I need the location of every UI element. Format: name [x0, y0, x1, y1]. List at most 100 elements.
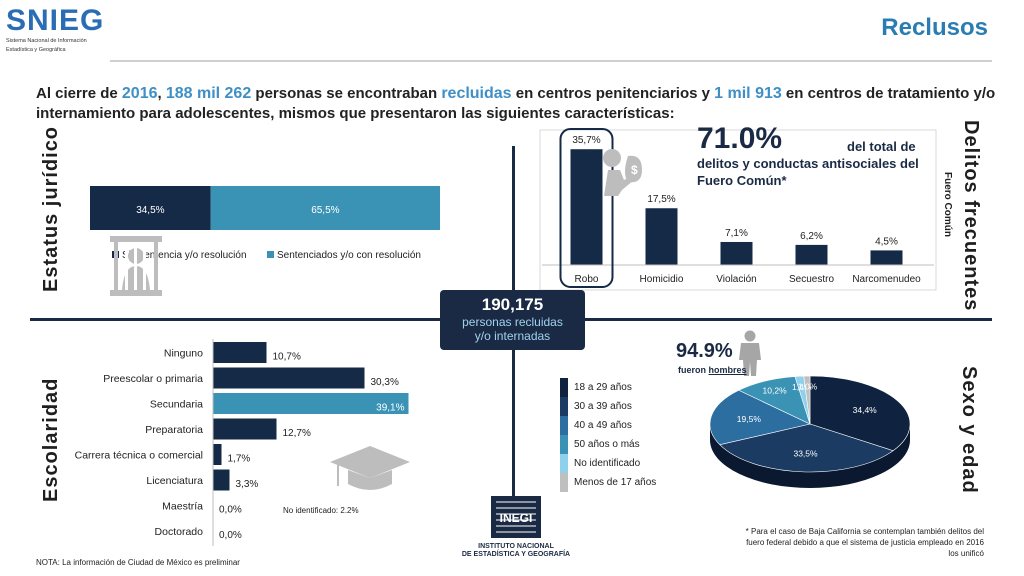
age-legend-swatch-0	[560, 378, 568, 397]
escolaridad-value-4: 1,7%	[228, 454, 251, 465]
delitos-value-0: 35,7%	[572, 135, 600, 146]
section-sexo: Sexo y edad	[958, 366, 980, 494]
estatus-bar-label-1: 65,5%	[311, 205, 339, 216]
age-legend-swatch-3	[560, 435, 568, 454]
svg-text:$: $	[631, 163, 638, 177]
escolaridad-bar-0	[213, 342, 267, 363]
pie-label-2: 19,5%	[737, 414, 762, 424]
section-estatus: Estatus jurídico	[40, 125, 62, 292]
escolaridad-value-1: 30,3%	[371, 377, 399, 388]
intro-count: 188 mil 262	[165, 85, 252, 102]
age-legend-label-2: 40 a 49 años	[574, 420, 632, 431]
age-legend-swatch-4	[560, 454, 568, 473]
age-legend-item-5: Menos de 17 años	[560, 473, 656, 492]
age-legend-label-0: 18 a 29 años	[574, 382, 632, 393]
age-legend-item-1: 30 a 39 años	[560, 397, 656, 416]
robber-icon: $	[603, 149, 642, 196]
escolaridad-no-identificado: No identificado: 2.2%	[283, 506, 359, 515]
delitos-value-4: 4,5%	[875, 236, 898, 247]
men-prefix: fueron	[678, 365, 709, 375]
footnote: * Para el caso de Baja California se con…	[745, 527, 984, 558]
title-divider	[110, 60, 992, 62]
delitos-category-2: Violación	[716, 274, 756, 285]
delitos-bar-3	[795, 244, 828, 265]
pie-slice-2	[709, 389, 811, 446]
age-legend-label-3: 50 años o más	[574, 439, 640, 450]
men-desc: fueron hombres	[678, 365, 747, 375]
age-legend-label-1: 30 a 39 años	[574, 401, 632, 412]
intro-text-4: en centros penitenciarios y	[511, 85, 715, 102]
inegi-logo: INEGI INSTITUTO NACIONAL DE ESTADÍSTICA …	[446, 496, 586, 562]
age-legend-item-2: 40 a 49 años	[560, 416, 656, 435]
intro-text-2: ,	[157, 85, 166, 102]
section-delitos-sub: Fuero Común	[942, 172, 953, 237]
inegi-mark-text: INEGI	[500, 511, 533, 525]
delitos-bar-4	[870, 250, 903, 265]
age-legend-swatch-2	[560, 416, 568, 435]
pie-rim	[710, 424, 910, 488]
pie-slice-0	[809, 375, 911, 452]
escolaridad-value-6: 0,0%	[219, 505, 242, 516]
escolaridad-category-7: Doctorado	[155, 526, 204, 538]
age-legend-label-4: No identificado	[574, 458, 641, 469]
estatus-bar-1	[210, 186, 440, 230]
delitos-frame	[539, 129, 937, 291]
escolaridad-chart: Ninguno 10,7% Preescolar o primaria 30,3% Se…	[75, 339, 409, 546]
estatus-legend-label-1: Sentenciados y/o con resolución	[277, 250, 421, 261]
escolaridad-category-2: Secundaria	[150, 399, 203, 411]
age-legend-item-3: 50 años o más	[560, 435, 656, 454]
estatus-legend-label-0: Sin sentencia y/o resolución	[122, 250, 247, 261]
escolaridad-value-5: 3,3%	[236, 479, 259, 490]
estatus-legend-swatch-1	[267, 251, 274, 258]
section-delitos: Delitos frecuentes	[960, 120, 982, 312]
pie-label-0: 34,4%	[853, 405, 878, 415]
pie-label-5: 1,0%	[798, 382, 818, 392]
page-title: Reclusos	[881, 14, 988, 41]
man-icon	[739, 330, 761, 376]
delitos-highlight-pct: 71.0%	[697, 122, 783, 155]
nota-cdmx: NOTA: La información de Ciudad de México…	[36, 558, 240, 567]
pie-label-4: 1,4%	[792, 382, 812, 392]
intro-text-3: personas se encontraban	[251, 85, 442, 102]
delitos-highlight-frame	[559, 128, 614, 288]
delitos-bar-2	[720, 241, 753, 265]
graduation-cap-icon	[330, 446, 410, 490]
escolaridad-value-0: 10,7%	[273, 352, 301, 363]
age-legend-item-0: 18 a 29 años	[560, 378, 656, 397]
intro-year: 2016	[121, 85, 158, 102]
intro-status: recluidas	[441, 85, 512, 102]
escolaridad-bar-5	[213, 469, 230, 491]
delitos-category-4: Narcomenudeo	[852, 274, 921, 285]
escolaridad-bar-4	[213, 444, 222, 465]
age-pie-chart: 34,4% 33,5% 19,5% 10,2% 1,4%1,0%	[709, 375, 911, 488]
inegi-name-1: INSTITUTO NACIONAL	[478, 543, 554, 550]
delitos-category-0: Robo	[575, 274, 599, 285]
age-legend-item-4: No identificado	[560, 454, 656, 473]
age-legend-swatch-1	[560, 397, 568, 416]
age-legend-swatch-5	[560, 473, 568, 492]
pie-slice-5	[803, 375, 811, 425]
escolaridad-bar-1	[213, 367, 365, 389]
escolaridad-value-2: 39,1%	[376, 403, 404, 414]
pie-slice-1	[719, 423, 894, 473]
delitos-bar-0	[570, 149, 603, 265]
escolaridad-bar-2	[213, 393, 409, 414]
escolaridad-category-6: Maestría	[162, 501, 203, 513]
total-summary-box: 190,175 personas recluidas y/o internada…	[440, 290, 585, 350]
escolaridad-category-4: Carrera técnica o comercial	[75, 450, 203, 462]
delitos-value-2: 7,1%	[725, 228, 748, 239]
escolaridad-category-5: Licenciatura	[146, 475, 203, 487]
total-line-2: y/o internadas	[474, 329, 551, 343]
delitos-bar-1	[645, 208, 678, 265]
estatus-bar-label-0: 34,5%	[136, 205, 164, 216]
escolaridad-category-0: Ninguno	[164, 348, 203, 360]
delitos-category-3: Secuestro	[789, 274, 834, 285]
logo-subtitle-1: Sistema Nacional de Información	[6, 38, 87, 44]
total-number: 190,175	[481, 295, 544, 314]
intro-text-1: Al cierre de	[36, 85, 122, 102]
age-legend: 18 a 29 años 30 a 39 años 40 a 49 años 50 a…	[560, 378, 656, 492]
inegi-mark-icon: INEGI	[491, 496, 541, 538]
total-line-1: personas recluidas	[462, 315, 563, 329]
pie-label-3: 10,2%	[763, 386, 788, 396]
age-legend-label-5: Menos de 17 años	[574, 477, 657, 488]
